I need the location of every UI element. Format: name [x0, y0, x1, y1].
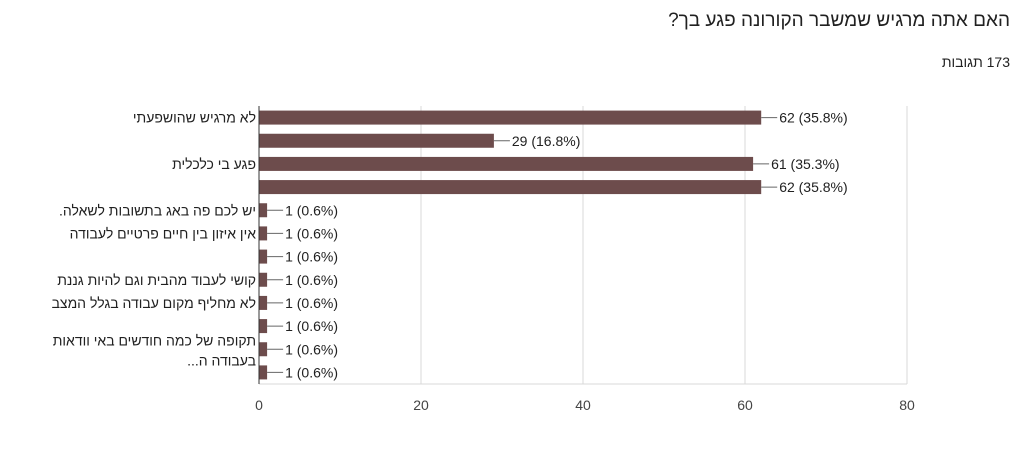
category-label-line: בעבודה ה... [187, 352, 256, 368]
x-tick-label: 20 [413, 397, 429, 413]
bar [259, 226, 268, 241]
data-label: 1 (0.6%) [285, 225, 338, 241]
data-label: 62 (35.8%) [779, 179, 847, 195]
data-label: 1 (0.6%) [285, 318, 338, 334]
category-label-line: לא מרגיש שהושפעתי [133, 110, 256, 126]
response-count: 173 תגובות [941, 54, 1010, 70]
x-tick-label: 0 [255, 397, 263, 413]
bar [259, 319, 268, 334]
data-label: 1 (0.6%) [285, 364, 338, 380]
category-label: קושי לעבוד מהבית וגם להיות גננת [57, 272, 256, 288]
category-label: פגע בי כלכלית [172, 156, 256, 172]
data-label: 1 (0.6%) [285, 202, 338, 218]
data-label: 61 (35.3%) [771, 156, 839, 172]
bar [259, 133, 494, 148]
x-tick-label: 40 [575, 397, 591, 413]
bar [259, 110, 762, 125]
bar [259, 295, 268, 310]
bar [259, 342, 268, 357]
category-label: תקופה של כמה חודשים באי וודאות בעבודה ה..… [53, 332, 256, 368]
x-tick-label: 80 [899, 397, 915, 413]
category-label-line: אין איזון בין חיים פרטיים לעבודה [70, 225, 257, 241]
data-label: 1 (0.6%) [285, 341, 338, 357]
data-label: 29 (16.8%) [512, 133, 580, 149]
category-label-line: יש לכם פה באג בתשובות לשאלה. [59, 202, 256, 218]
category-label-line: לא מחליף מקום עבודה בגלל המצב [52, 295, 256, 311]
data-label: 1 (0.6%) [285, 249, 338, 265]
category-label-line: פגע בי כלכלית [172, 156, 256, 172]
bar [259, 180, 762, 195]
bar [259, 272, 268, 287]
x-tick-label: 60 [737, 397, 753, 413]
category-label-line: קושי לעבוד מהבית וגם להיות גננת [57, 272, 256, 288]
category-label-line: תקופה של כמה חודשים באי וודאות [53, 332, 256, 348]
bar [259, 156, 754, 171]
category-label: יש לכם פה באג בתשובות לשאלה. [59, 202, 256, 218]
bar [259, 203, 268, 218]
category-label: לא מרגיש שהושפעתי [133, 110, 256, 126]
data-label: 62 (35.8%) [779, 110, 847, 126]
data-label: 1 (0.6%) [285, 272, 338, 288]
category-label: לא מחליף מקום עבודה בגלל המצב [52, 295, 256, 311]
data-label: 1 (0.6%) [285, 295, 338, 311]
bar [259, 249, 268, 264]
category-label: אין איזון בין חיים פרטיים לעבודה [70, 225, 257, 241]
bar [259, 365, 268, 380]
question-title: האם אתה מרגיש שמשבר הקורונה פגע בך? [668, 10, 1010, 31]
